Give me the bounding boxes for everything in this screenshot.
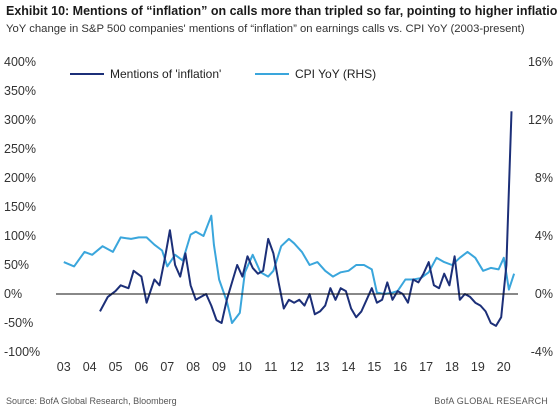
y-right-tick-label: 8% xyxy=(535,171,553,185)
y-left-tick-label: 250% xyxy=(4,142,36,156)
research-credit: BofA GLOBAL RESEARCH xyxy=(434,396,548,406)
x-tick-label: 19 xyxy=(471,360,485,374)
source-note: Source: BofA Global Research, Bloomberg xyxy=(6,396,177,406)
x-tick-label: 14 xyxy=(342,360,356,374)
y-left-tick-label: 0% xyxy=(4,287,22,301)
y-left-tick-label: -50% xyxy=(4,316,33,330)
cpi-yoy-line xyxy=(63,214,516,324)
y-left-tick-label: 100% xyxy=(4,229,36,243)
y-right-tick-label: -4% xyxy=(531,345,553,359)
y-left-tick-label: 50% xyxy=(4,258,29,272)
x-tick-label: 16 xyxy=(393,360,407,374)
y-left-tick-label: 350% xyxy=(4,84,36,98)
x-tick-label: 09 xyxy=(212,360,226,374)
x-tick-label: 10 xyxy=(238,360,252,374)
y-left-tick-label: 400% xyxy=(4,55,36,69)
legend-mentions-label: Mentions of 'inflation' xyxy=(110,67,221,81)
y-right-tick-label: 4% xyxy=(535,229,553,243)
x-tick-label: 12 xyxy=(290,360,304,374)
x-tick-label: 07 xyxy=(160,360,174,374)
y-left-tick-label: 150% xyxy=(4,200,36,214)
x-tick-label: 17 xyxy=(419,360,433,374)
x-tick-label: 20 xyxy=(497,360,511,374)
x-tick-label: 04 xyxy=(83,360,97,374)
x-tick-label: 08 xyxy=(186,360,200,374)
x-tick-label: 03 xyxy=(57,360,71,374)
x-tick-label: 18 xyxy=(445,360,459,374)
y-right-tick-label: 16% xyxy=(528,55,553,69)
y-left-tick-label: 300% xyxy=(4,113,36,127)
y-right-tick-label: 0% xyxy=(535,287,553,301)
x-tick-label: 06 xyxy=(134,360,148,374)
x-tick-label: 05 xyxy=(109,360,123,374)
chart-subtitle: YoY change in S&P 500 companies' mention… xyxy=(6,23,525,35)
x-tick-label: 15 xyxy=(367,360,381,374)
x-tick-label: 11 xyxy=(264,360,277,374)
y-right-tick-label: 12% xyxy=(528,113,553,127)
y-left-tick-label: -100% xyxy=(4,345,40,359)
x-tick-label: 13 xyxy=(316,360,330,374)
y-left-tick-label: 200% xyxy=(4,171,36,185)
mentions-inflation-line xyxy=(99,111,513,327)
legend-cpi-label: CPI YoY (RHS) xyxy=(295,67,376,81)
chart-title: Exhibit 10: Mentions of “inflation” on c… xyxy=(6,4,558,18)
